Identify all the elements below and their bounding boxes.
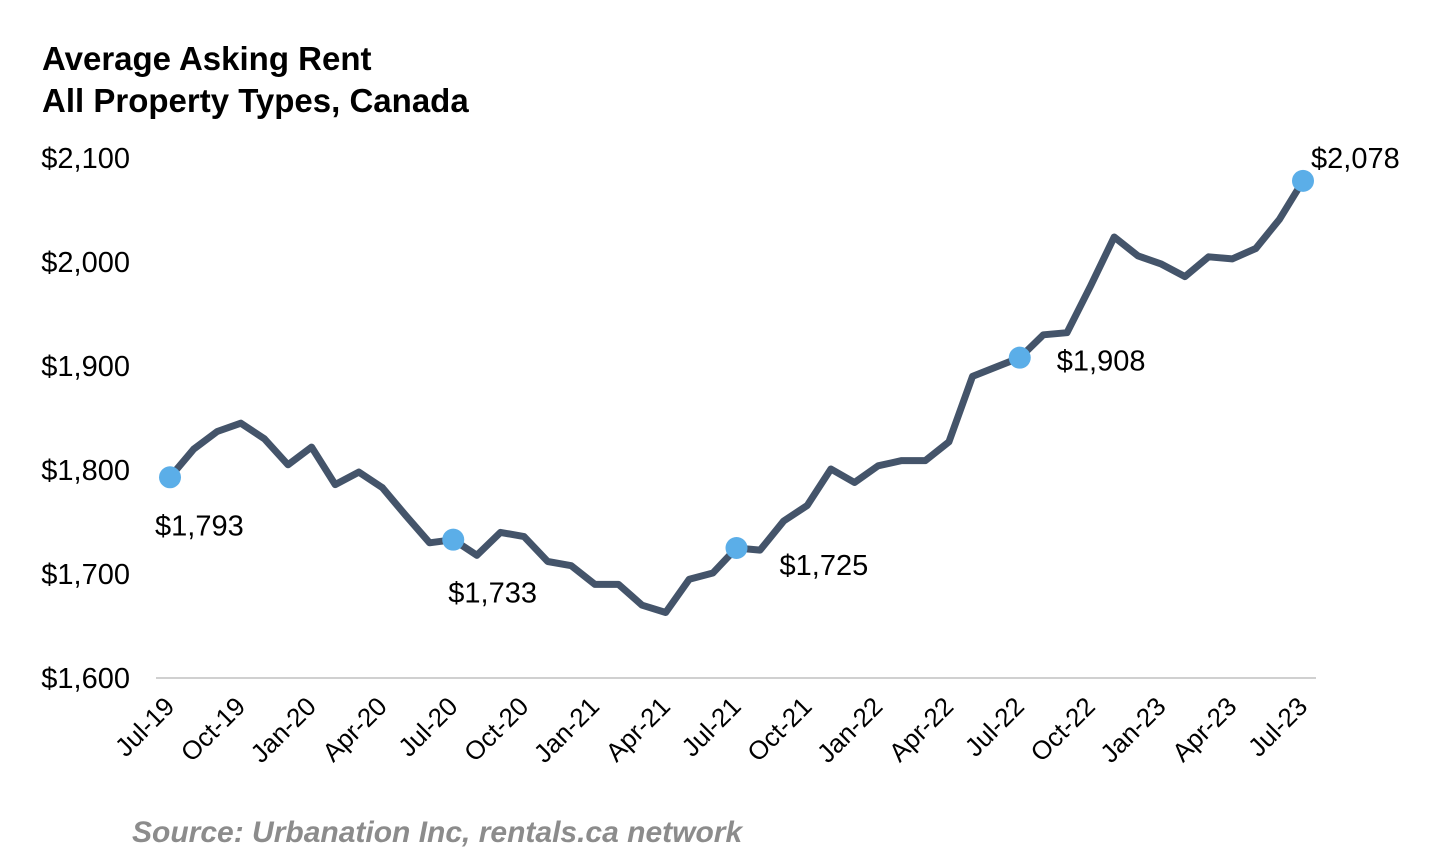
y-tick-label: $1,700	[41, 559, 130, 591]
x-tick-label: Apr-22	[883, 691, 959, 767]
x-tick-label: Jan-20	[244, 691, 321, 768]
data-point-marker	[1008, 346, 1031, 369]
data-label: $2,078	[1311, 143, 1400, 175]
y-tick-label: $1,900	[41, 351, 130, 383]
x-tick-label: Apr-23	[1166, 691, 1242, 767]
y-tick-label: $1,600	[41, 663, 130, 695]
data-point-marker	[159, 466, 181, 489]
y-tick-label: $2,000	[41, 247, 130, 279]
y-tick-label: $2,100	[41, 143, 130, 175]
chart-source: Source: Urbanation Inc, rentals.ca netwo…	[132, 816, 743, 849]
x-tick-label: Jul-22	[959, 691, 1030, 762]
x-tick-label: Oct-20	[458, 691, 534, 767]
data-point-marker	[442, 528, 465, 551]
chart-title-block: Average Asking Rent All Property Types, …	[42, 38, 469, 122]
data-label: $1,733	[448, 578, 537, 610]
x-tick-label: Jul-20	[392, 691, 463, 762]
x-tick-label: Jul-19	[109, 691, 180, 762]
chart-title: Average Asking Rent	[42, 40, 372, 77]
chart-subtitle: All Property Types, Canada	[42, 82, 469, 119]
data-label: $1,908	[1057, 346, 1146, 378]
x-tick-label: Oct-19	[175, 691, 251, 767]
x-tick-label: Jul-23	[1242, 691, 1313, 762]
data-point-marker	[725, 537, 748, 559]
y-tick-label: $1,800	[41, 455, 130, 487]
x-tick-label: Oct-22	[1024, 691, 1100, 767]
x-tick-label: Jan-23	[1094, 691, 1171, 768]
x-tick-label: Jul-21	[675, 691, 746, 762]
data-label: $1,793	[155, 510, 244, 542]
x-tick-label: Apr-20	[316, 691, 392, 767]
x-tick-label: Oct-21	[741, 691, 817, 767]
x-tick-label: Apr-21	[600, 691, 676, 767]
x-tick-label: Jan-21	[528, 691, 605, 768]
x-tick-label: Jan-22	[811, 691, 888, 768]
data-label: $1,725	[780, 550, 869, 582]
data-point-marker	[1292, 169, 1314, 192]
